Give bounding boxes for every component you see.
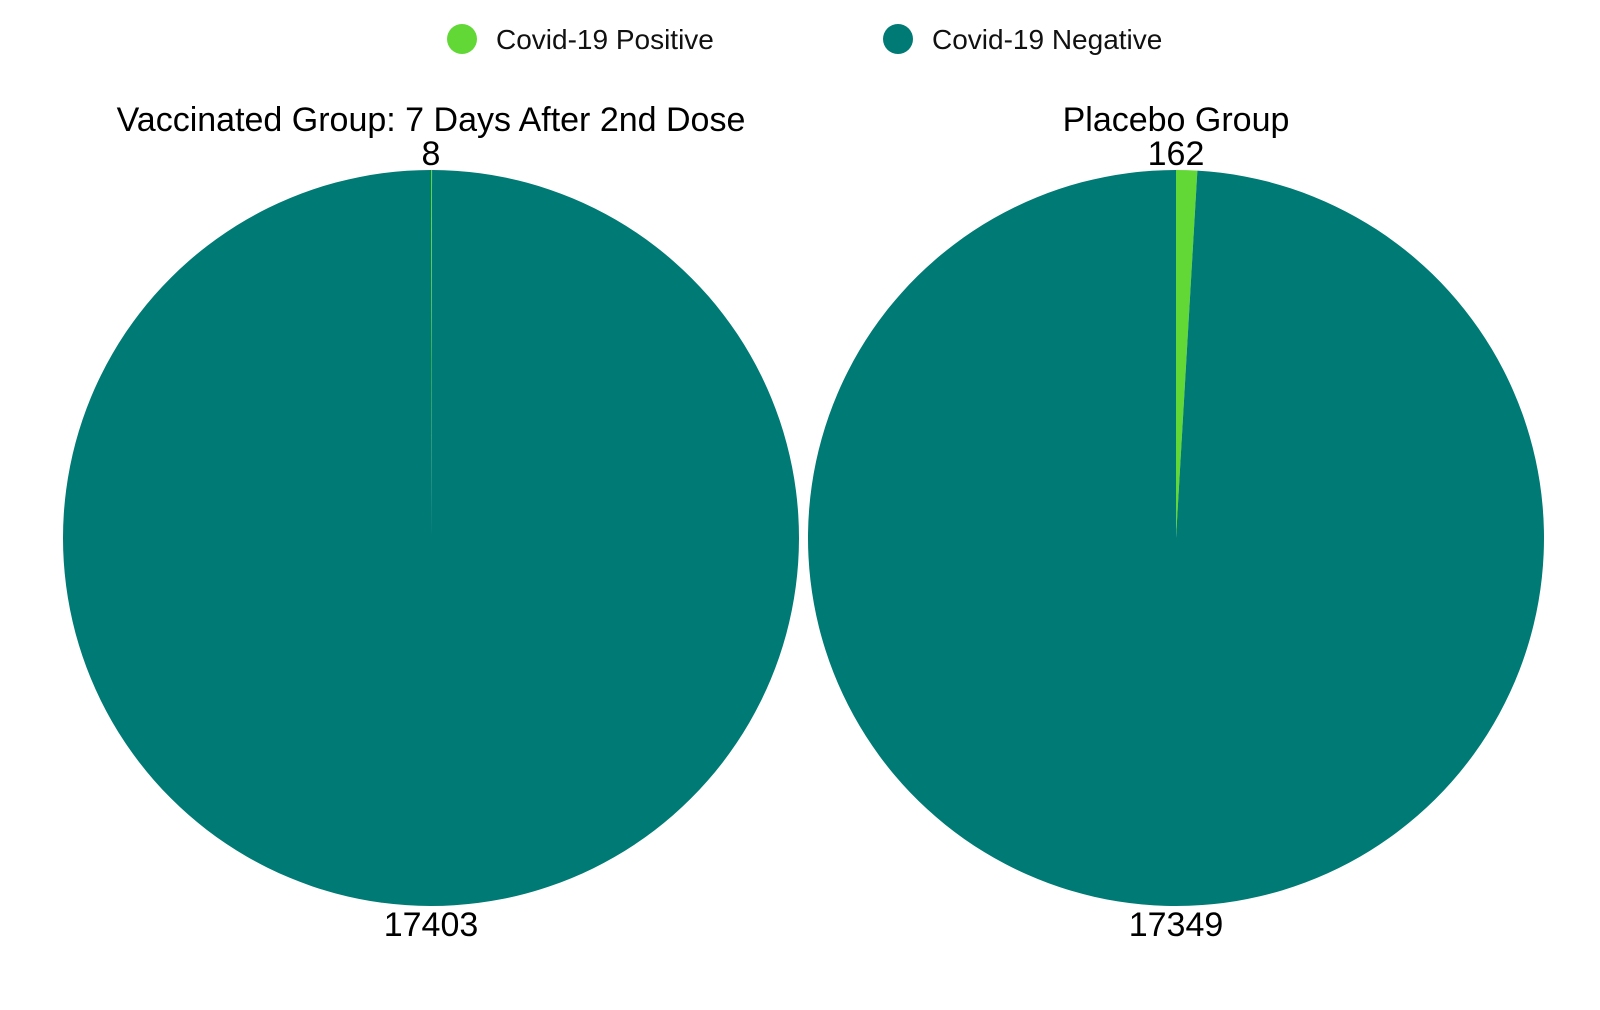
pie-chart-vaccinated: Vaccinated Group: 7 Days After 2nd Dose … [62, 101, 799, 944]
legend-swatch-positive [447, 24, 477, 54]
pie-slices-vaccinated [62, 170, 799, 907]
legend-item-negative[interactable]: Covid-19 Negative [883, 24, 1162, 55]
pie-title-vaccinated: Vaccinated Group: 7 Days After 2nd Dose [117, 101, 746, 139]
data-label-placebo-positive: 162 [1148, 135, 1205, 173]
legend-label-positive: Covid-19 Positive [496, 24, 714, 55]
pie-title-placebo: Placebo Group [1063, 101, 1290, 139]
slice-positive[interactable] [431, 170, 433, 538]
data-label-vaccinated-positive: 8 [422, 135, 441, 173]
legend-item-positive[interactable]: Covid-19 Positive [447, 24, 714, 55]
pie-slices-placebo [808, 170, 1545, 907]
slice-negative[interactable] [808, 170, 1545, 907]
slice-negative[interactable] [62, 170, 799, 907]
legend-label-negative: Covid-19 Negative [932, 24, 1162, 55]
legend-swatch-negative [883, 24, 913, 54]
pie-chart-placebo: Placebo Group 162 17349 [808, 101, 1545, 944]
data-label-vaccinated-negative: 17403 [384, 906, 479, 944]
slice-positive[interactable] [1176, 170, 1198, 538]
data-label-placebo-negative: 17349 [1129, 906, 1224, 944]
legend: Covid-19 Positive Covid-19 Negative [447, 24, 1162, 55]
